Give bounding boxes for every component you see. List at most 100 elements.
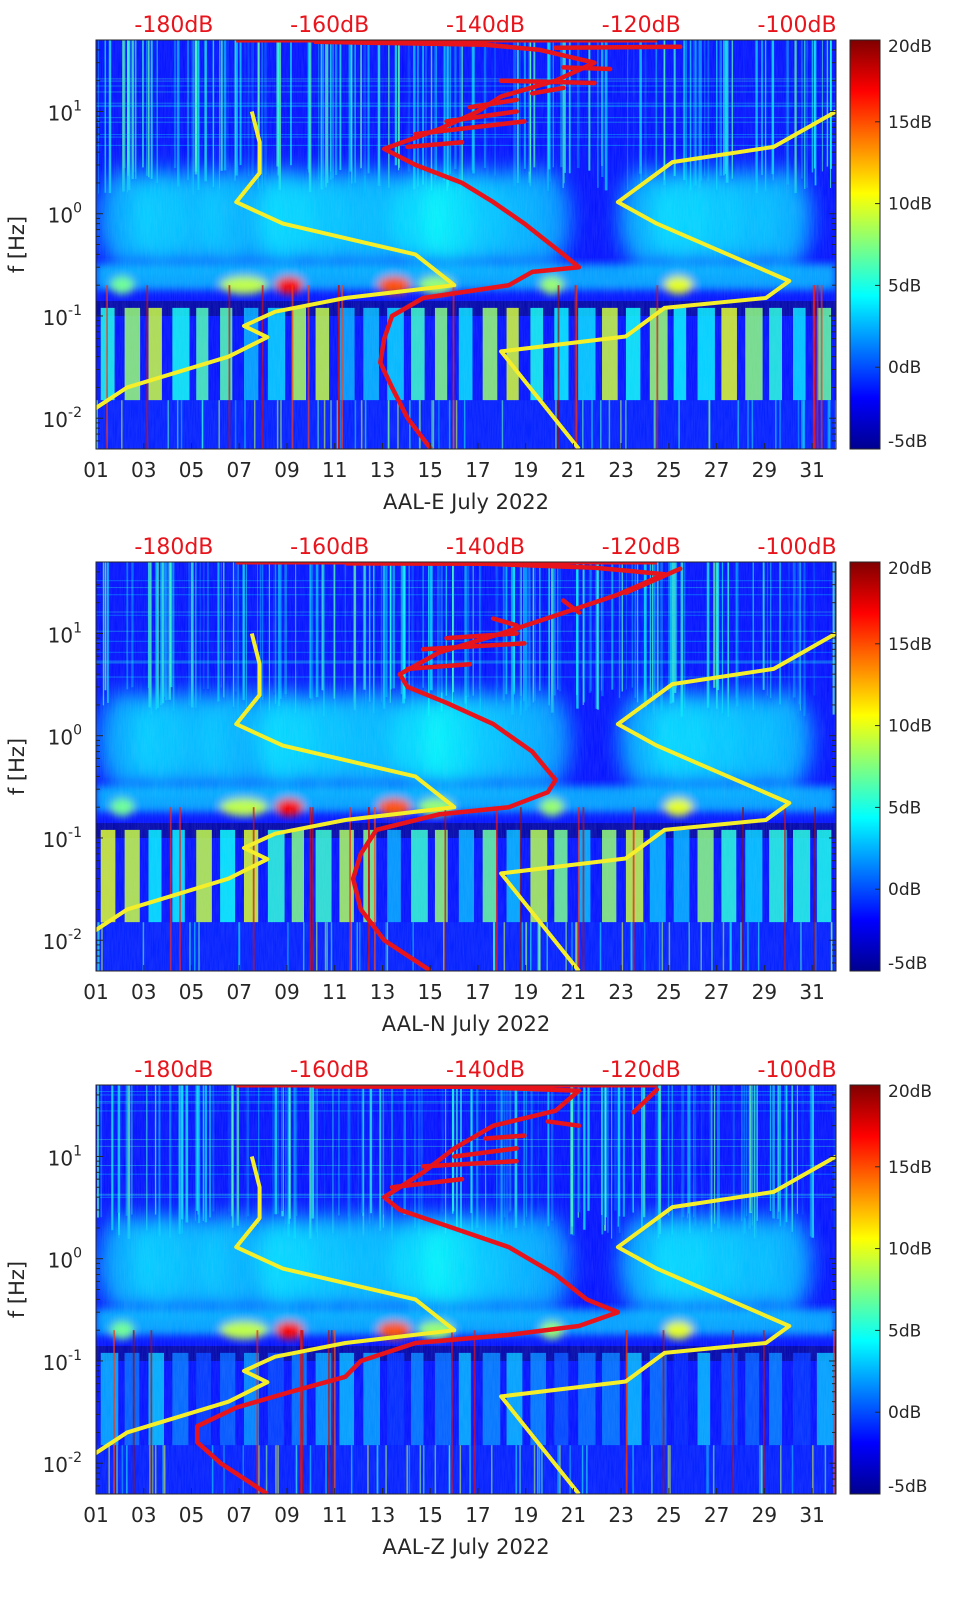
colorbar: 20dB 15dB 10dB 5dB 0dB -5dB <box>849 37 932 452</box>
x-tick-label: 19 <box>513 458 538 482</box>
x-tick-label: 01 <box>83 458 108 482</box>
x-tick-label: 01 <box>83 980 108 1004</box>
x-tick-label: 11 <box>322 458 347 482</box>
median-psd-branches-segment <box>529 85 566 96</box>
x-tick-label: 13 <box>370 980 395 1004</box>
top-axis-tick-label: -100dB <box>758 535 837 560</box>
x-tick-label: 17 <box>465 1503 490 1527</box>
colorbar-tick-label: 0dB <box>888 358 921 378</box>
x-tick-label: 19 <box>513 1503 538 1527</box>
x-tick-label: 21 <box>561 458 586 482</box>
colorbar-tick-label: 15dB <box>888 635 932 655</box>
x-tick-label: 03 <box>131 1503 156 1527</box>
x-tick-label: 25 <box>656 1503 681 1527</box>
y-axis-label: f [Hz] <box>5 1261 29 1318</box>
colorbar-tick-label: -5dB <box>888 954 927 974</box>
y-axis-label: f [Hz] <box>5 738 29 795</box>
x-tick-label: 03 <box>131 980 156 1004</box>
colorbar-tick-label: -5dB <box>888 1477 927 1497</box>
x-tick-label: 27 <box>704 1503 729 1527</box>
median-psd-branches-segment <box>553 44 683 50</box>
y-tick-label: 101 <box>48 620 82 647</box>
x-tick-label: 23 <box>608 458 633 482</box>
top-axis-tick-label: -140dB <box>446 1058 525 1083</box>
x-tick-label: 05 <box>179 980 204 1004</box>
top-axis-tick-label: -100dB <box>758 1058 837 1083</box>
median-psd-branches-segment <box>444 631 519 641</box>
y-tick-label: 10-2 <box>43 405 82 432</box>
top-axis-tick-label: -140dB <box>446 13 525 38</box>
spectrogram-image <box>96 1085 836 1494</box>
x-tick-label: 15 <box>417 458 442 482</box>
spectrogram-image <box>96 562 836 971</box>
spectrogram-panel-3: 01 03 05 07 09 11 13 15 17 19 21 23 25 27 29 31 AAL-Z Ju… <box>5 1058 932 1559</box>
y-tick-label: 100 <box>48 1246 82 1273</box>
noise-model-high-line <box>499 109 836 449</box>
x-axis-label: AAL-Z July 2022 <box>382 1535 549 1559</box>
colorbar-tick-label: 20dB <box>888 1082 932 1102</box>
median-psd-branches-segment <box>498 78 597 86</box>
spectrogram-panel-2: 01 03 05 07 09 11 13 15 17 19 21 23 25 27 29 31 AAL-N Ju… <box>5 535 932 1036</box>
x-tick-label: 07 <box>226 980 251 1004</box>
x-tick-label: 19 <box>513 980 538 1004</box>
top-axis-tick-label: -140dB <box>446 535 525 560</box>
median-psd-branches-segment <box>420 641 527 652</box>
x-tick-label: 01 <box>83 1503 108 1527</box>
median-psd-line <box>195 1085 621 1494</box>
colorbar: 20dB 15dB 10dB 5dB 0dB -5dB <box>849 559 932 974</box>
y-tick-label: 101 <box>48 1143 82 1170</box>
median-psd-branches-segment <box>452 1146 519 1159</box>
y-tick-label: 101 <box>48 98 82 125</box>
top-axis-tick-label: -100dB <box>758 13 837 38</box>
spectrogram-image <box>96 40 836 449</box>
x-tick-label: 25 <box>656 980 681 1004</box>
median-psd-branches-segment <box>491 616 519 628</box>
noise-model-low-line <box>96 111 457 411</box>
colorbar-tick-label: 15dB <box>888 113 932 133</box>
top-axis-tick-label: -180dB <box>134 535 213 560</box>
x-tick-label: 07 <box>226 1503 251 1527</box>
y-tick-label: 100 <box>48 723 82 750</box>
noise-model-high-line <box>499 1154 836 1494</box>
spectrogram-panel-1: 01 03 05 07 09 11 13 15 17 19 21 23 25 27 29 31 AAL-E Ju… <box>5 13 932 514</box>
x-tick-label: 27 <box>704 980 729 1004</box>
median-psd-branches-segment <box>405 140 465 150</box>
x-tick-label: 29 <box>752 980 777 1004</box>
x-tick-label: 31 <box>799 980 824 1004</box>
y-tick-label: 10-2 <box>43 1450 82 1477</box>
median-psd-branches-segment <box>483 1133 527 1141</box>
median-psd-branches-segment <box>623 566 683 596</box>
x-tick-label: 11 <box>322 980 347 1004</box>
noise-model-low-line <box>96 1156 457 1456</box>
colorbar-tick-label: 10dB <box>888 717 932 737</box>
y-axis-label: f [Hz] <box>5 216 29 273</box>
x-tick-label: 09 <box>274 458 299 482</box>
x-tick-label: 05 <box>179 1503 204 1527</box>
colorbar-tick-label: -5dB <box>888 432 927 452</box>
colorbar: 20dB 15dB 10dB 5dB 0dB -5dB <box>849 1082 932 1497</box>
median-psd-branches-segment <box>405 662 473 672</box>
colorbar-tick-label: 0dB <box>888 880 921 900</box>
colorbar-tick-label: 5dB <box>888 1321 921 1341</box>
colorbar-tick-label: 5dB <box>888 798 921 818</box>
y-tick-label: 10-1 <box>43 303 82 330</box>
top-axis-tick-label: -120dB <box>602 13 681 38</box>
y-tick-label: 10-2 <box>43 927 82 954</box>
colorbar-tick-label: 20dB <box>888 37 932 57</box>
x-tick-label: 05 <box>179 458 204 482</box>
top-axis-tick-label: -180dB <box>134 13 213 38</box>
x-tick-label: 13 <box>370 458 395 482</box>
colorbar-tick-label: 20dB <box>888 559 932 579</box>
x-axis-label: AAL-E July 2022 <box>383 490 549 514</box>
x-tick-label: 31 <box>799 1503 824 1527</box>
x-tick-label: 03 <box>131 458 156 482</box>
colorbar-tick-label: 15dB <box>888 1158 932 1178</box>
x-tick-label: 23 <box>608 1503 633 1527</box>
x-axis-label: AAL-N July 2022 <box>382 1012 551 1036</box>
noise-model-low-line <box>96 633 457 933</box>
median-psd-branches-segment <box>413 119 527 137</box>
median-psd-branches-segment <box>631 1087 660 1115</box>
x-tick-label: 09 <box>274 980 299 1004</box>
x-tick-label: 17 <box>465 458 490 482</box>
